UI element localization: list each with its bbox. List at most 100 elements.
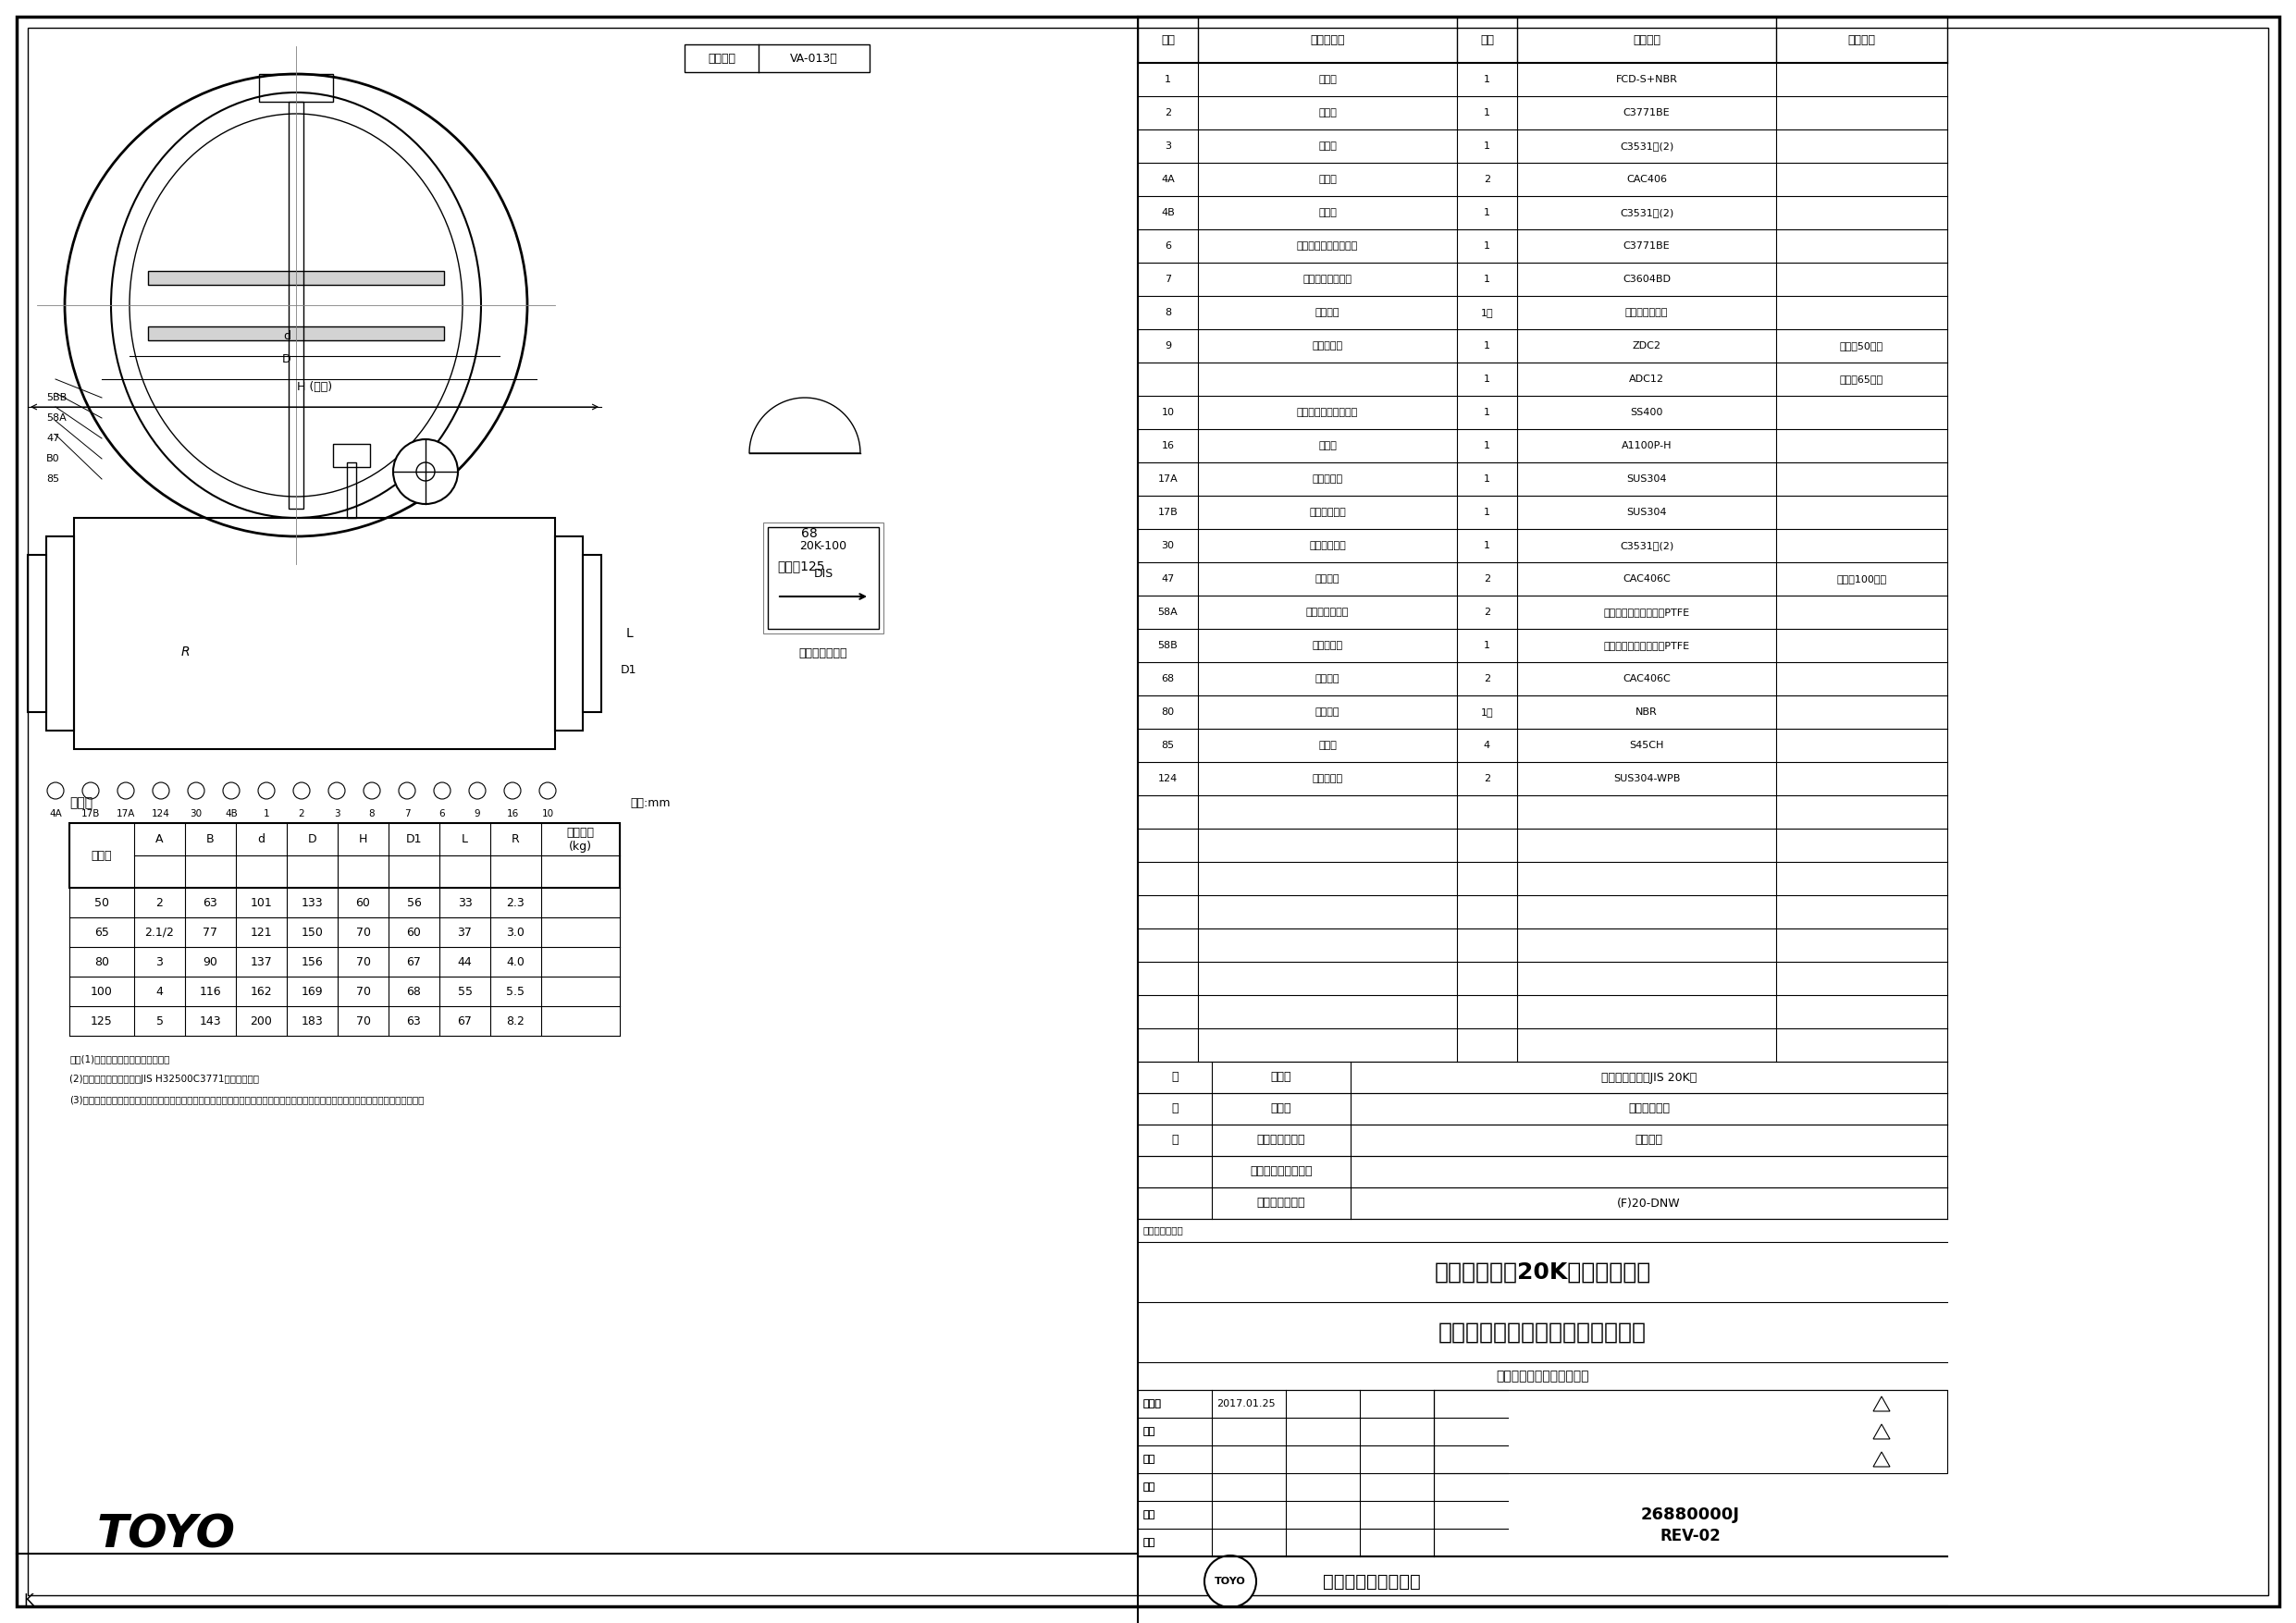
Text: 1: 1 xyxy=(1483,508,1490,518)
Text: 17A: 17A xyxy=(1157,474,1178,484)
Polygon shape xyxy=(1874,1423,1890,1440)
Text: スペーサ: スペーサ xyxy=(1316,708,1341,717)
Text: 63: 63 xyxy=(406,1014,420,1027)
Text: 85: 85 xyxy=(46,474,60,484)
Text: A: A xyxy=(156,833,163,846)
Text: 4.0: 4.0 xyxy=(507,956,526,967)
Text: 37: 37 xyxy=(457,927,473,938)
Text: C3771BE: C3771BE xyxy=(1623,109,1669,117)
Text: 1: 1 xyxy=(1483,641,1490,651)
Text: 137: 137 xyxy=(250,956,273,967)
Circle shape xyxy=(400,782,416,799)
Text: C3531　(2): C3531 (2) xyxy=(1619,540,1674,550)
Bar xyxy=(69,823,620,888)
Text: ダクタイル　20K　ウエハー形: ダクタイル 20K ウエハー形 xyxy=(1435,1261,1651,1284)
Text: スプリング: スプリング xyxy=(1311,774,1343,784)
Text: 70: 70 xyxy=(356,927,370,938)
Text: 弁　体: 弁 体 xyxy=(1318,175,1336,183)
Text: 44: 44 xyxy=(457,956,473,967)
Text: 呼び径50以下: 呼び径50以下 xyxy=(1839,341,1883,351)
Text: C3604BD: C3604BD xyxy=(1623,274,1671,284)
Text: 30: 30 xyxy=(1162,540,1173,550)
Text: プレート用座金: プレート用座金 xyxy=(1306,607,1350,617)
Text: 8: 8 xyxy=(1164,308,1171,316)
Text: 9: 9 xyxy=(1164,341,1171,351)
Text: 50: 50 xyxy=(94,896,110,909)
Text: 6: 6 xyxy=(1164,242,1171,250)
Text: 70: 70 xyxy=(356,1014,370,1027)
Text: 70: 70 xyxy=(356,956,370,967)
Circle shape xyxy=(64,75,528,536)
Circle shape xyxy=(363,782,381,799)
Text: C3531　(2): C3531 (2) xyxy=(1619,141,1674,151)
Text: 7: 7 xyxy=(1164,274,1171,284)
Text: 算　出し　表示: 算 出し 表示 xyxy=(799,648,847,659)
Text: 圧　力　検　査: 圧 力 検 査 xyxy=(1256,1134,1306,1146)
Text: 2: 2 xyxy=(1483,674,1490,683)
Text: 1: 1 xyxy=(1483,540,1490,550)
Text: 1: 1 xyxy=(1164,75,1171,84)
Text: 2.1/2: 2.1/2 xyxy=(145,927,174,938)
Text: 1: 1 xyxy=(1483,109,1490,117)
Circle shape xyxy=(294,782,310,799)
Text: 1: 1 xyxy=(264,810,269,818)
Text: 1: 1 xyxy=(1483,375,1490,383)
Text: ふ　た: ふ た xyxy=(1318,109,1336,117)
Circle shape xyxy=(257,782,276,799)
Text: 承認: 承認 xyxy=(1143,1427,1155,1436)
Bar xyxy=(259,75,333,102)
Text: 1: 1 xyxy=(1483,242,1490,250)
Text: L: L xyxy=(625,626,634,639)
Text: 2: 2 xyxy=(1483,774,1490,784)
Text: 70: 70 xyxy=(356,985,370,998)
Text: 呼び径100以下: 呼び径100以下 xyxy=(1837,575,1887,584)
Text: 68: 68 xyxy=(406,985,420,998)
Text: 部番: 部番 xyxy=(1162,34,1176,45)
Text: D: D xyxy=(282,354,292,365)
Text: 管: 管 xyxy=(1171,1071,1178,1084)
Text: 150: 150 xyxy=(301,927,324,938)
Text: 1: 1 xyxy=(1483,407,1490,417)
Text: 4A: 4A xyxy=(48,810,62,818)
Bar xyxy=(684,44,870,71)
Text: 8: 8 xyxy=(370,810,374,818)
Text: 弁算付き弁座: 弁算付き弁座 xyxy=(1309,540,1345,550)
Text: 2.3: 2.3 xyxy=(507,896,526,909)
Text: 183: 183 xyxy=(301,1014,324,1027)
Circle shape xyxy=(468,782,487,799)
Text: 記　　事: 記 事 xyxy=(1848,34,1876,45)
Text: TOYO: TOYO xyxy=(1215,1578,1247,1586)
Circle shape xyxy=(393,440,457,505)
Text: 3: 3 xyxy=(1164,141,1171,151)
Text: 156: 156 xyxy=(301,956,324,967)
Text: 17B: 17B xyxy=(1157,508,1178,518)
Bar xyxy=(147,271,443,284)
Text: K: K xyxy=(23,1592,32,1608)
Text: 作図: 作図 xyxy=(1143,1482,1155,1492)
Circle shape xyxy=(48,782,64,799)
Text: 162: 162 xyxy=(250,985,273,998)
Text: A1100P-H: A1100P-H xyxy=(1621,441,1671,450)
Text: パッキン: パッキン xyxy=(1316,308,1341,316)
Text: 8.2: 8.2 xyxy=(507,1014,526,1027)
Text: 個数: 個数 xyxy=(1481,34,1495,45)
Text: 3: 3 xyxy=(156,956,163,967)
Text: 65: 65 xyxy=(94,927,110,938)
Text: SS400: SS400 xyxy=(1630,407,1662,417)
Text: 5.5: 5.5 xyxy=(507,985,526,998)
Text: 1組: 1組 xyxy=(1481,708,1492,717)
Text: H (全長): H (全長) xyxy=(296,381,333,393)
Text: 1: 1 xyxy=(1483,341,1490,351)
Bar xyxy=(1433,1389,1947,1474)
Text: 弁　算: 弁 算 xyxy=(1318,75,1336,84)
Bar xyxy=(28,555,46,712)
Text: C3531　(2): C3531 (2) xyxy=(1619,208,1674,217)
Text: 弁　体: 弁 体 xyxy=(1318,208,1336,217)
Text: 20K-100: 20K-100 xyxy=(799,539,847,552)
Text: 認定番号: 認定番号 xyxy=(707,52,735,65)
Text: グラスファイバー入わPTFE: グラスファイバー入わPTFE xyxy=(1603,641,1690,651)
Text: 68: 68 xyxy=(801,527,817,540)
Text: (3)　本図は代表です。寸法の値に影響しない形犴変更、及びバルブ適当号に影響のないリブや水や本図に表示しない場合があります。: (3) 本図は代表です。寸法の値に影響しない形犴変更、及びバルブ適当号に影響のな… xyxy=(69,1096,425,1104)
Text: D1: D1 xyxy=(406,833,422,846)
Text: 製合: 製合 xyxy=(1143,1539,1155,1547)
